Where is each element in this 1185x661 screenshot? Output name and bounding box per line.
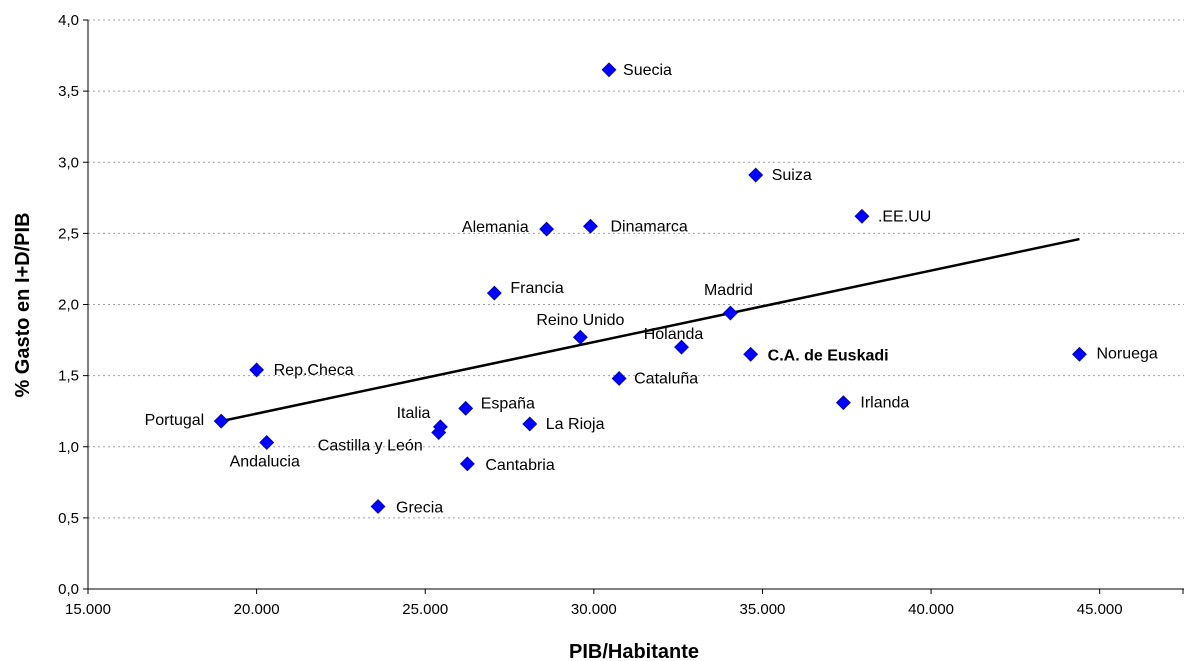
y-axis-title: % Gasto en I+D/PIB <box>12 212 34 397</box>
tick-labels: 0,0 0,5 1,0 1,5 2,0 2,5 3,0 3,5 4,0 15.000 20.000 2… <box>58 12 1184 618</box>
data-point-marker <box>723 305 738 321</box>
y-tick-label: 1,5 <box>58 368 79 385</box>
data-point-marker <box>743 346 759 362</box>
y-tick-label: 0,5 <box>58 510 79 527</box>
data-point-marker <box>854 208 870 224</box>
trendline <box>220 237 1080 423</box>
data-point-marker <box>459 456 475 472</box>
data-point-label: Rep.Checa <box>274 362 354 379</box>
data-point-marker <box>431 425 447 440</box>
data-point-label: Italia <box>397 405 431 422</box>
data-point-label: Castilla y León <box>318 438 423 455</box>
data-point-marker <box>370 499 386 514</box>
y-tick-label: 2,0 <box>58 297 79 314</box>
y-tick-label: 3,0 <box>58 154 79 171</box>
y-tick-label: 1,0 <box>58 439 79 456</box>
x-axis-title: PIB/Habitante <box>569 641 699 661</box>
data-point-marker <box>259 435 275 450</box>
data-point-label: .EE.UU <box>878 208 931 225</box>
y-tick-label: 0,0 <box>58 581 79 598</box>
data-point-marker <box>213 413 229 429</box>
x-tick-label: 30.000 <box>571 601 617 618</box>
x-tick-label: 40.000 <box>908 601 954 618</box>
data-point-label: Noruega <box>1096 345 1157 362</box>
data-point-marker <box>1072 346 1087 362</box>
data-point-marker <box>611 371 627 386</box>
data-point-label: Suiza <box>772 167 812 184</box>
data-points <box>213 62 1087 514</box>
trendline-path <box>220 237 1080 423</box>
y-tick-label: 4,0 <box>58 12 79 29</box>
x-tick-label: 20.000 <box>234 601 280 618</box>
data-point-label: Portugal <box>145 412 205 429</box>
y-tick-label: 3,5 <box>58 83 79 100</box>
data-point-label: Madrid <box>704 282 753 299</box>
data-point-label: Suecia <box>623 62 672 79</box>
data-point-label: Andalucia <box>230 453 300 470</box>
data-point-marker <box>249 362 265 378</box>
data-point-label: Cataluña <box>634 370 698 387</box>
data-point-marker <box>583 218 598 234</box>
x-tick-label: 45.000 <box>1077 601 1123 618</box>
x-tick-label: 15.000 <box>65 601 111 618</box>
data-point-marker <box>522 416 538 432</box>
y-tick-label: 2,5 <box>58 225 79 242</box>
data-point-marker <box>835 395 851 411</box>
data-point-label: Holanda <box>644 326 704 343</box>
data-point-marker <box>572 329 588 345</box>
data-point-label: Francia <box>510 280 563 297</box>
data-point-label: Alemania <box>462 219 529 236</box>
gridlines <box>88 19 1184 519</box>
data-point-marker <box>601 62 617 78</box>
data-point-label: España <box>481 395 535 412</box>
data-point-marker <box>539 221 555 237</box>
point-labels: Suecia Suiza .EE.UU Alemania Dinamarca Franci… <box>145 62 1158 517</box>
data-point-label: Cantabria <box>485 457 554 474</box>
data-point-label: Reino Unido <box>536 312 624 329</box>
data-point-marker <box>486 285 502 301</box>
data-point-label: C.A. de Euskadi <box>768 347 889 364</box>
data-point-label: La Rioja <box>546 416 605 433</box>
data-point-marker <box>458 400 474 416</box>
data-point-label: Grecia <box>396 499 443 516</box>
x-tick-label: 25.000 <box>402 601 448 618</box>
x-tick-label: 35.000 <box>740 601 786 618</box>
data-point-marker <box>674 339 689 355</box>
data-point-label: Dinamarca <box>610 218 687 235</box>
data-point-label: Irlanda <box>860 395 909 412</box>
data-point-marker <box>748 167 764 183</box>
